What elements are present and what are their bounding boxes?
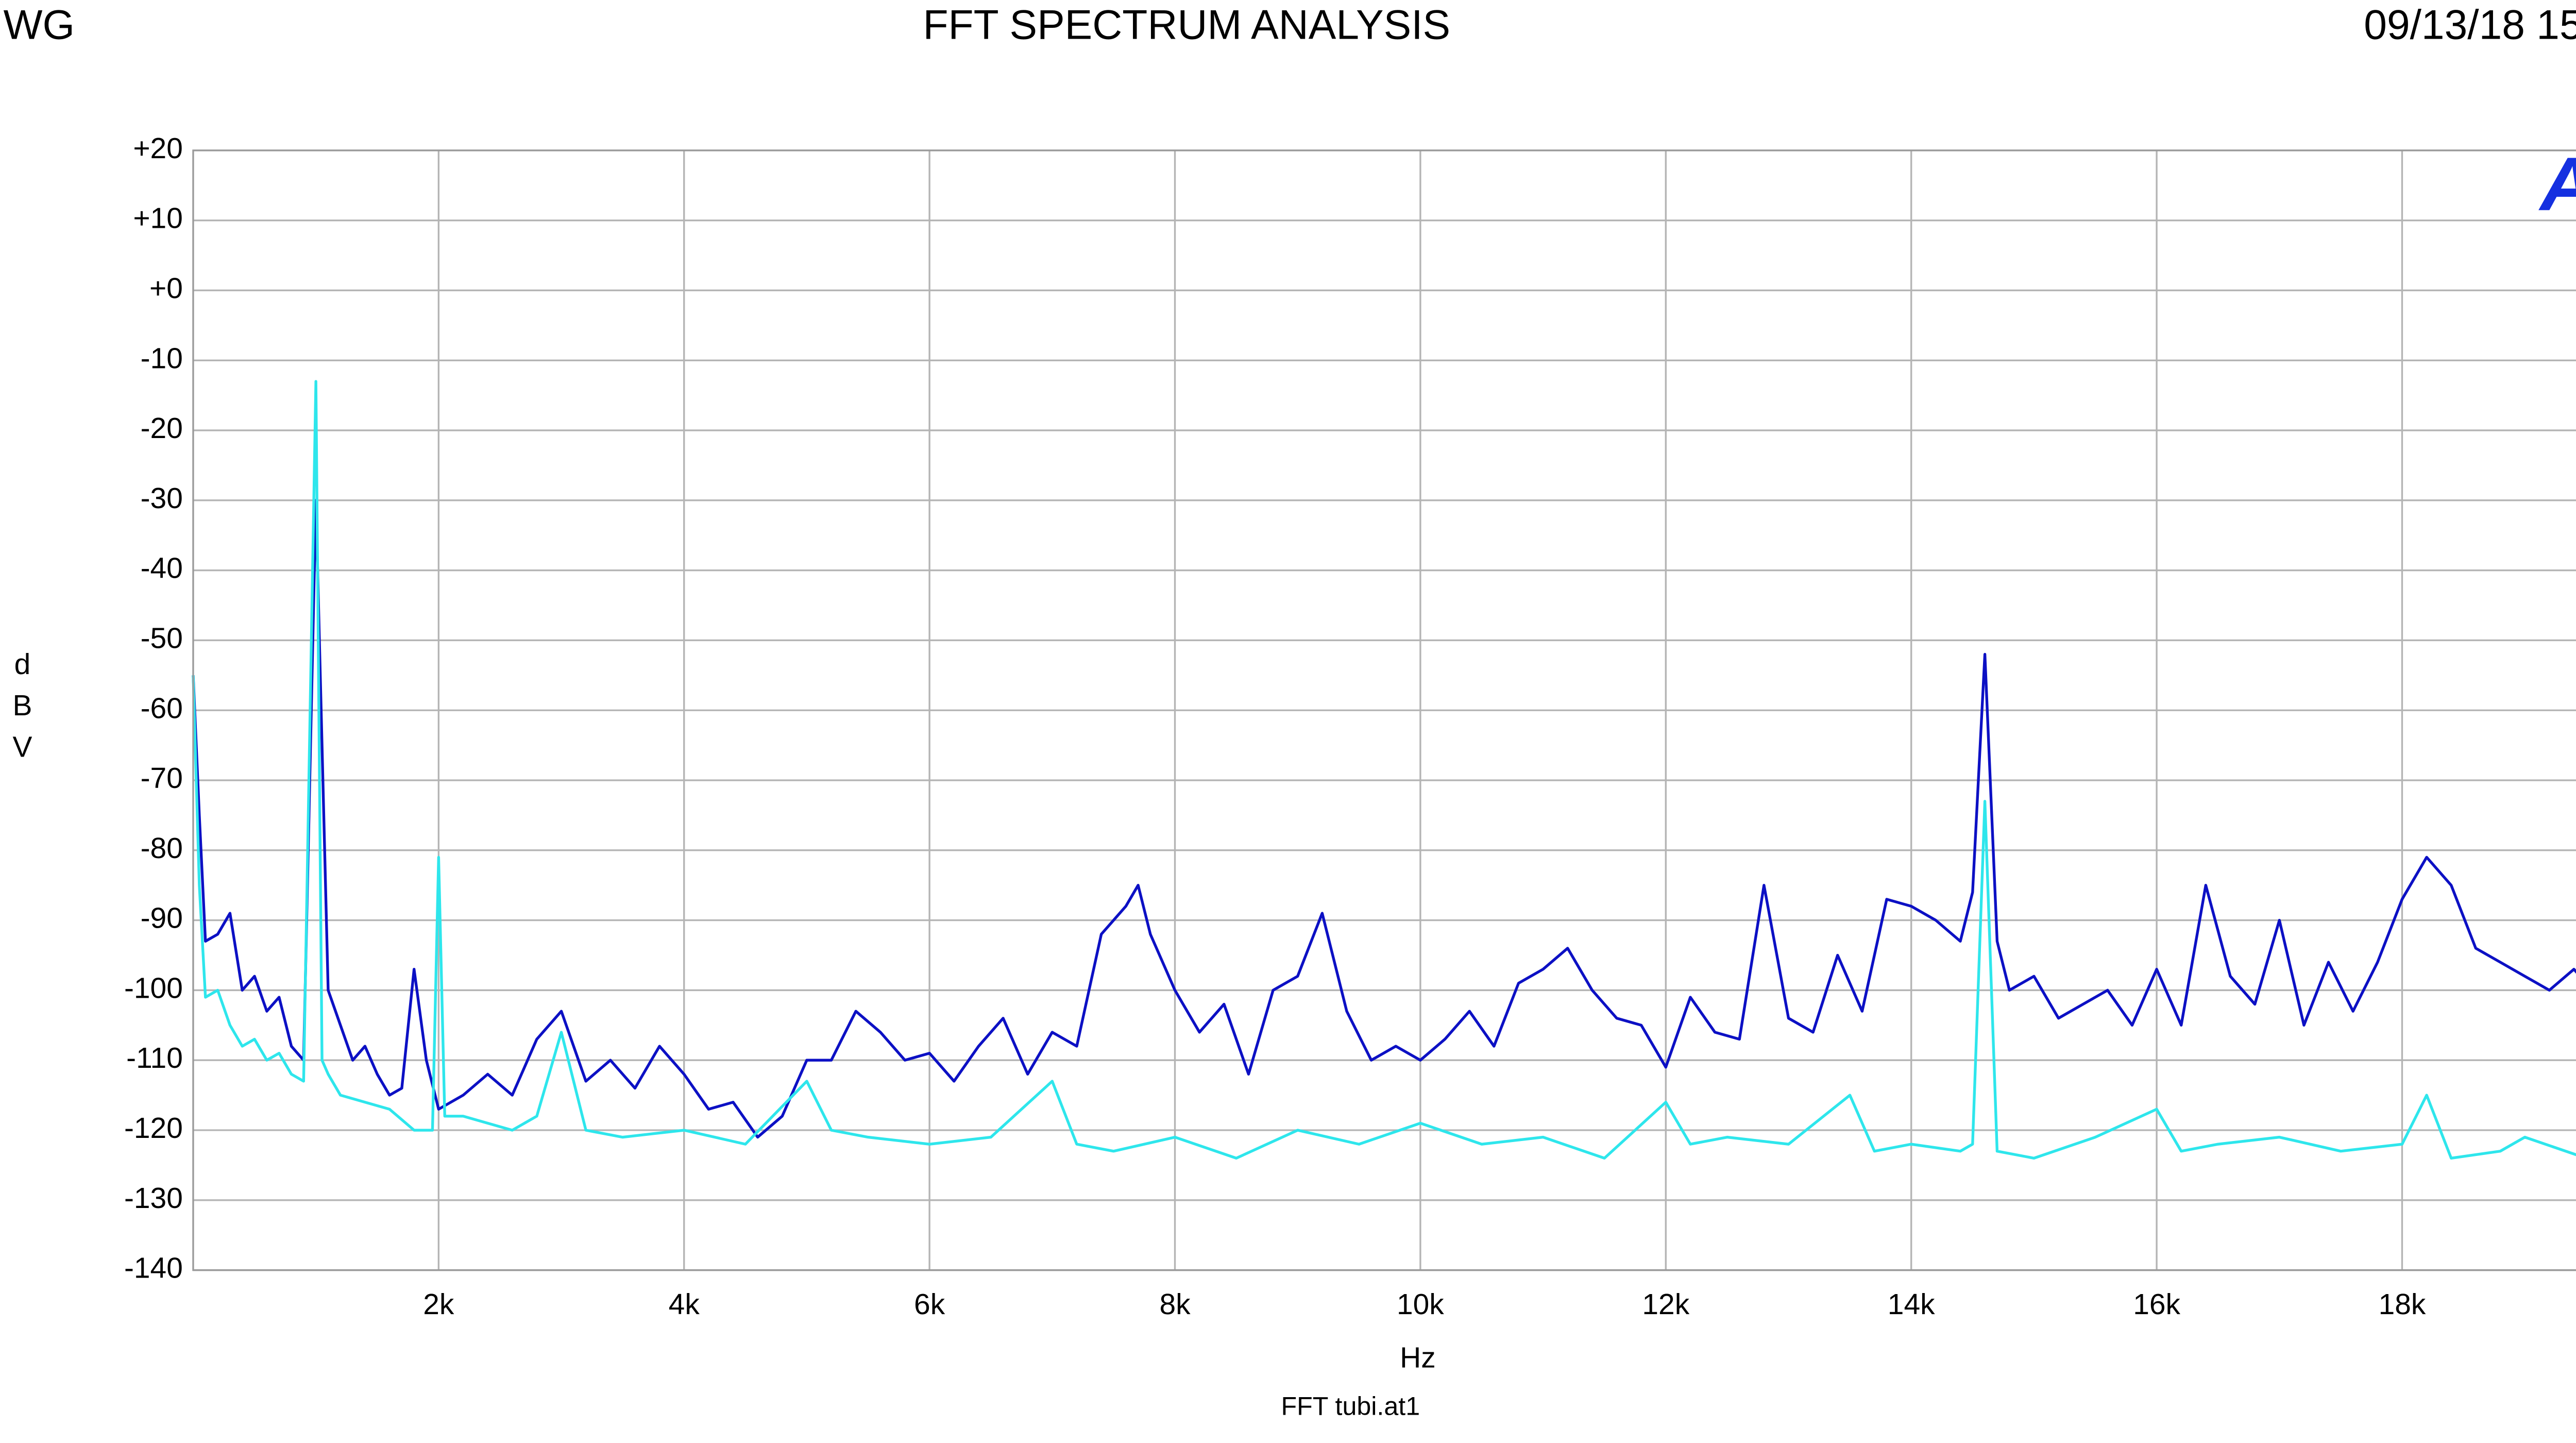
- plot-area: [192, 380, 2576, 1160]
- x-tick-label: 2k: [423, 1288, 454, 1321]
- y-tick-label: -50: [141, 622, 183, 655]
- spectrum-line: [192, 380, 2576, 1160]
- y-tick-label: -120: [124, 1112, 183, 1145]
- y-tick-label: -110: [126, 1042, 183, 1075]
- y-tick-label: -30: [141, 482, 183, 515]
- spectrum-line: [192, 499, 2576, 1139]
- plot-frame: [192, 149, 2576, 1271]
- y-tick-label: +10: [133, 202, 183, 235]
- y-tick-label: -140: [124, 1252, 183, 1285]
- x-tick-label: 8k: [1159, 1288, 1191, 1321]
- y-tick-label: -100: [124, 971, 183, 1004]
- grid: +20 +10 +0 -10 -20 -30 -40 -50 -60 -70 -80 -90 -100 -…: [124, 132, 2576, 1321]
- chart-title: FFT SPECTRUM ANALYSIS: [923, 2, 1450, 48]
- x-tick-label: 4k: [669, 1288, 700, 1321]
- y-tick-label: -130: [124, 1182, 183, 1215]
- y-tick-label: -80: [141, 832, 183, 865]
- x-tick-label: 12k: [1642, 1288, 1689, 1321]
- y-tick-label: -60: [141, 692, 183, 725]
- y-tick-label: -40: [141, 552, 183, 585]
- x-tick-label: 6k: [914, 1288, 945, 1321]
- y-tick-label: +20: [133, 132, 183, 165]
- x-tick-label: 10k: [1397, 1288, 1444, 1321]
- x-axis-label: Hz: [1400, 1341, 1436, 1374]
- logo: Ap: [2538, 142, 2576, 227]
- x-tick-label: 16k: [2133, 1288, 2180, 1321]
- y-tick-label: +0: [149, 272, 183, 305]
- x-tick-label: 14k: [1888, 1288, 1935, 1321]
- footnote: FFT tubi.at1: [1281, 1392, 1420, 1421]
- timestamp: 09/13/18 15:33:25: [2364, 2, 2576, 48]
- y-tick-label: -70: [141, 762, 183, 795]
- y-tick-label: -20: [141, 412, 183, 445]
- header-left: WG: [4, 2, 75, 48]
- x-tick-label: 18k: [2379, 1288, 2426, 1321]
- y-tick-label: -10: [141, 342, 183, 375]
- y-tick-label: -90: [141, 902, 183, 935]
